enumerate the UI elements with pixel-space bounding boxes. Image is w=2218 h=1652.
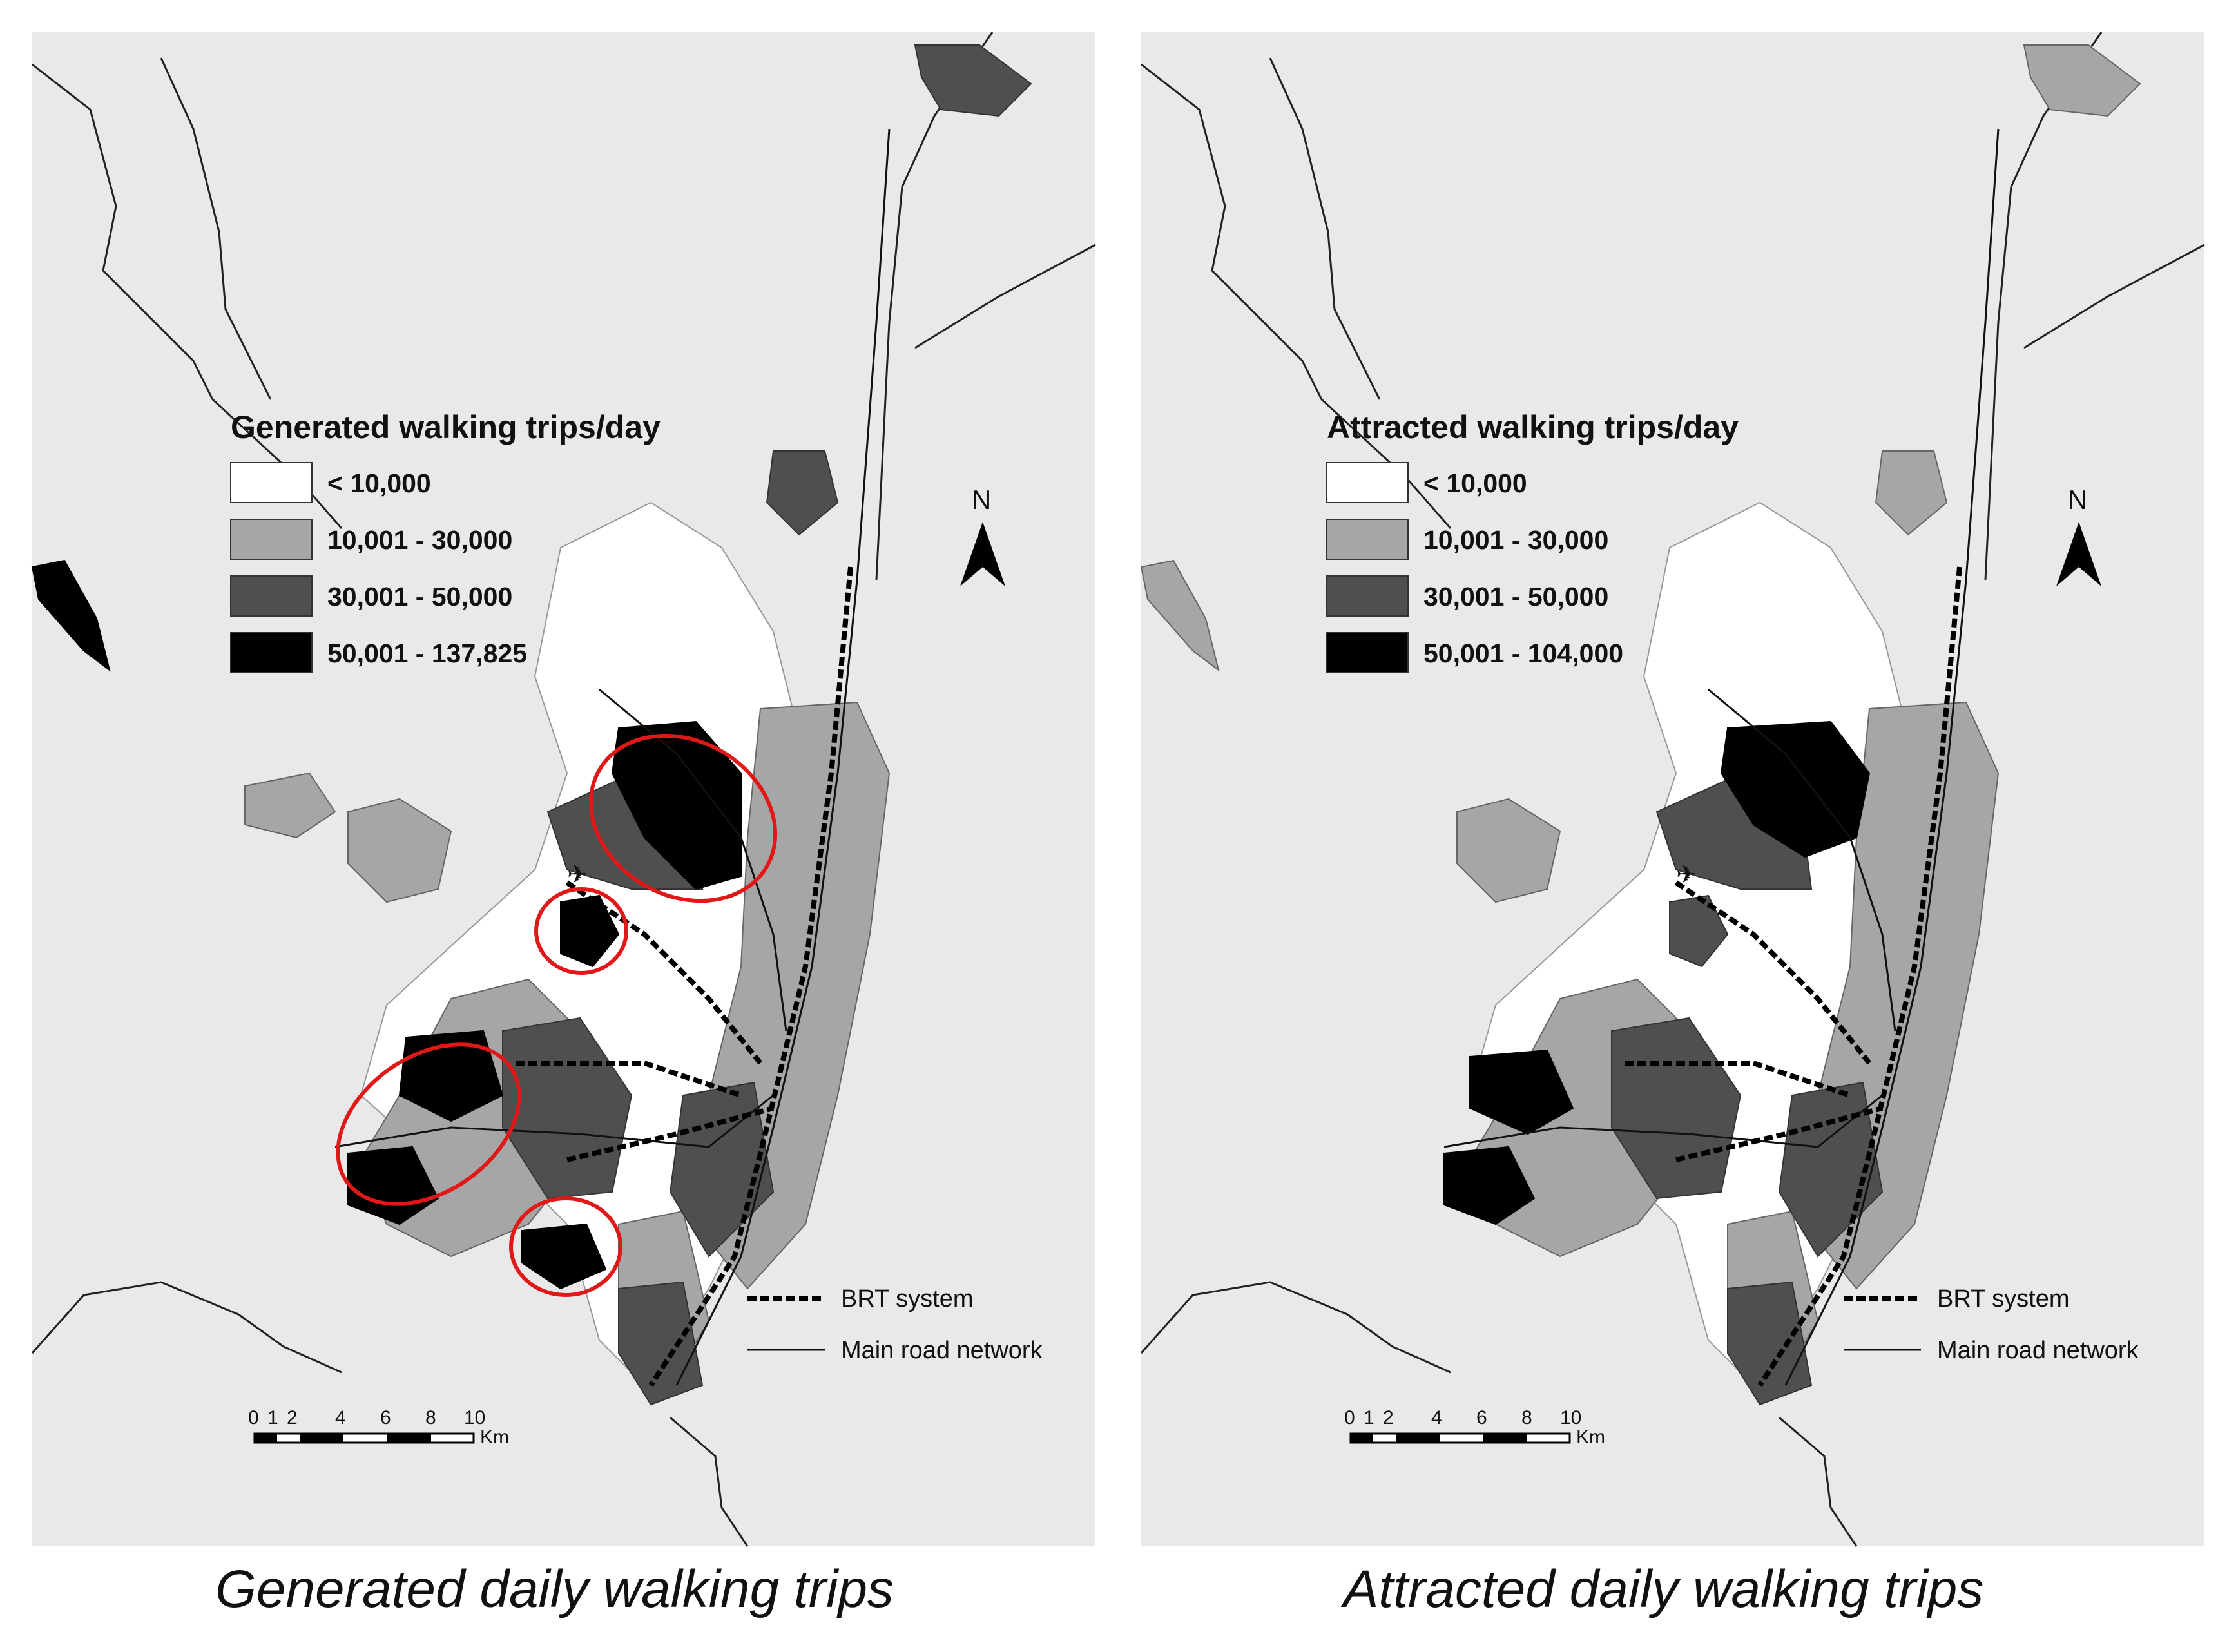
brt-legend-label: BRT system <box>1937 1285 2070 1312</box>
north-arrow: N <box>2056 485 2101 586</box>
scale-tick-0: 0 <box>1344 1407 1355 1428</box>
map-panel-attracted: ✈ Attracted walking trips/day < 10,000 1… <box>1109 0 2218 1652</box>
scale-segment <box>300 1434 343 1443</box>
highlight-circle-2 <box>534 887 628 975</box>
line-legend: BRT system Main road network <box>747 1285 1043 1364</box>
legend-title: Attracted walking trips/day <box>1327 409 1739 445</box>
legend-swatch-4 <box>230 632 313 673</box>
roads-legend-label: Main road network <box>1937 1337 2139 1364</box>
legend-label-4: 50,001 - 104,000 <box>1423 639 1623 668</box>
brt-legend-label: BRT system <box>841 1285 974 1312</box>
legend-swatch-1 <box>230 462 313 503</box>
scale-tick-6: 10 <box>1560 1407 1581 1428</box>
scale-tick-2: 2 <box>1383 1407 1394 1428</box>
scale-segment <box>255 1434 277 1443</box>
map-panel-generated: ✈ Generated walking trips/day < 10,000 1… <box>31 32 1096 1618</box>
scale-tick-6: 10 <box>464 1407 485 1428</box>
airport-icon: ✈ <box>1676 861 1697 888</box>
legend-label-1: < 10,000 <box>1423 468 1527 498</box>
brt-system <box>516 566 853 1387</box>
scale-segment <box>1351 1434 1373 1443</box>
scale-tick-4: 6 <box>1476 1407 1487 1428</box>
line-legend: BRT system Main road network <box>1844 1285 2139 1364</box>
roads-legend-label: Main road network <box>841 1337 1043 1364</box>
legend-swatch-4 <box>1326 632 1409 673</box>
legend-label-3: 30,001 - 50,000 <box>1423 582 1608 611</box>
scale-tick-2: 2 <box>287 1407 298 1428</box>
scale-bar-outline <box>1349 1432 1571 1444</box>
map-attracted: ✈ Attracted walking trips/day < 10,000 1… <box>1140 32 2205 1547</box>
zones-class-4 <box>1443 720 1871 1225</box>
north-arrow-icon <box>960 522 1005 586</box>
scale-segment <box>387 1434 431 1443</box>
legend-label-2: 10,001 - 30,000 <box>327 525 512 555</box>
legend-label-1: < 10,000 <box>327 468 431 498</box>
highlight-circles <box>336 733 778 1297</box>
highlight-circle-1 <box>588 733 778 903</box>
scale-tick-5: 8 <box>1521 1407 1532 1428</box>
zones-class-4 <box>31 559 742 1290</box>
legend-swatch-1 <box>1326 462 1409 503</box>
scale-tick-1: 1 <box>1364 1407 1374 1428</box>
north-arrow: N <box>960 485 1005 586</box>
caption-generated: Generated daily walking trips <box>215 1560 894 1618</box>
scale-tick-3: 4 <box>335 1407 346 1428</box>
north-arrow-icon <box>2056 522 2101 586</box>
main-road-network <box>334 128 891 1386</box>
map-generated: ✈ Generated walking trips/day < 10,000 1… <box>31 32 1096 1547</box>
legend: Generated walking trips/day < 10,000 10,… <box>230 409 661 673</box>
scale-tick-1: 1 <box>267 1407 278 1428</box>
brt-system <box>1625 566 1962 1387</box>
scale-tick-5: 8 <box>425 1407 436 1428</box>
north-label: N <box>2068 485 2087 515</box>
scale-tick-0: 0 <box>248 1407 259 1428</box>
scale-unit: Km <box>1576 1426 1605 1448</box>
scale-bar: 0 1 2 4 6 8 10 Km <box>1344 1407 1605 1448</box>
legend-swatch-3 <box>230 575 313 617</box>
legend-swatch-2 <box>230 519 313 560</box>
legend-title: Generated walking trips/day <box>231 409 661 445</box>
main-road-network <box>1443 128 2000 1386</box>
north-label: N <box>972 485 991 515</box>
airport-icon: ✈ <box>567 861 588 888</box>
caption-attracted: Attracted daily walking trips <box>1343 1560 1984 1618</box>
scale-segment <box>1483 1434 1527 1443</box>
highlight-circle-3 <box>336 1042 521 1206</box>
legend-swatch-3 <box>1326 575 1409 617</box>
legend: Attracted walking trips/day < 10,000 10,… <box>1326 409 1739 673</box>
scale-segment <box>1396 1434 1440 1443</box>
highlight-circle-4 <box>509 1196 622 1297</box>
scale-bar: 0 1 2 4 6 8 10 Km <box>248 1407 509 1448</box>
legend-label-2: 10,001 - 30,000 <box>1423 525 1608 555</box>
scale-bar-outline <box>253 1432 475 1444</box>
legend-swatch-2 <box>1326 519 1409 560</box>
scale-tick-4: 6 <box>380 1407 391 1428</box>
legend-label-3: 30,001 - 50,000 <box>327 582 512 611</box>
scale-tick-3: 4 <box>1431 1407 1442 1428</box>
legend-label-4: 50,001 - 137,825 <box>327 639 527 668</box>
scale-unit: Km <box>480 1426 509 1448</box>
